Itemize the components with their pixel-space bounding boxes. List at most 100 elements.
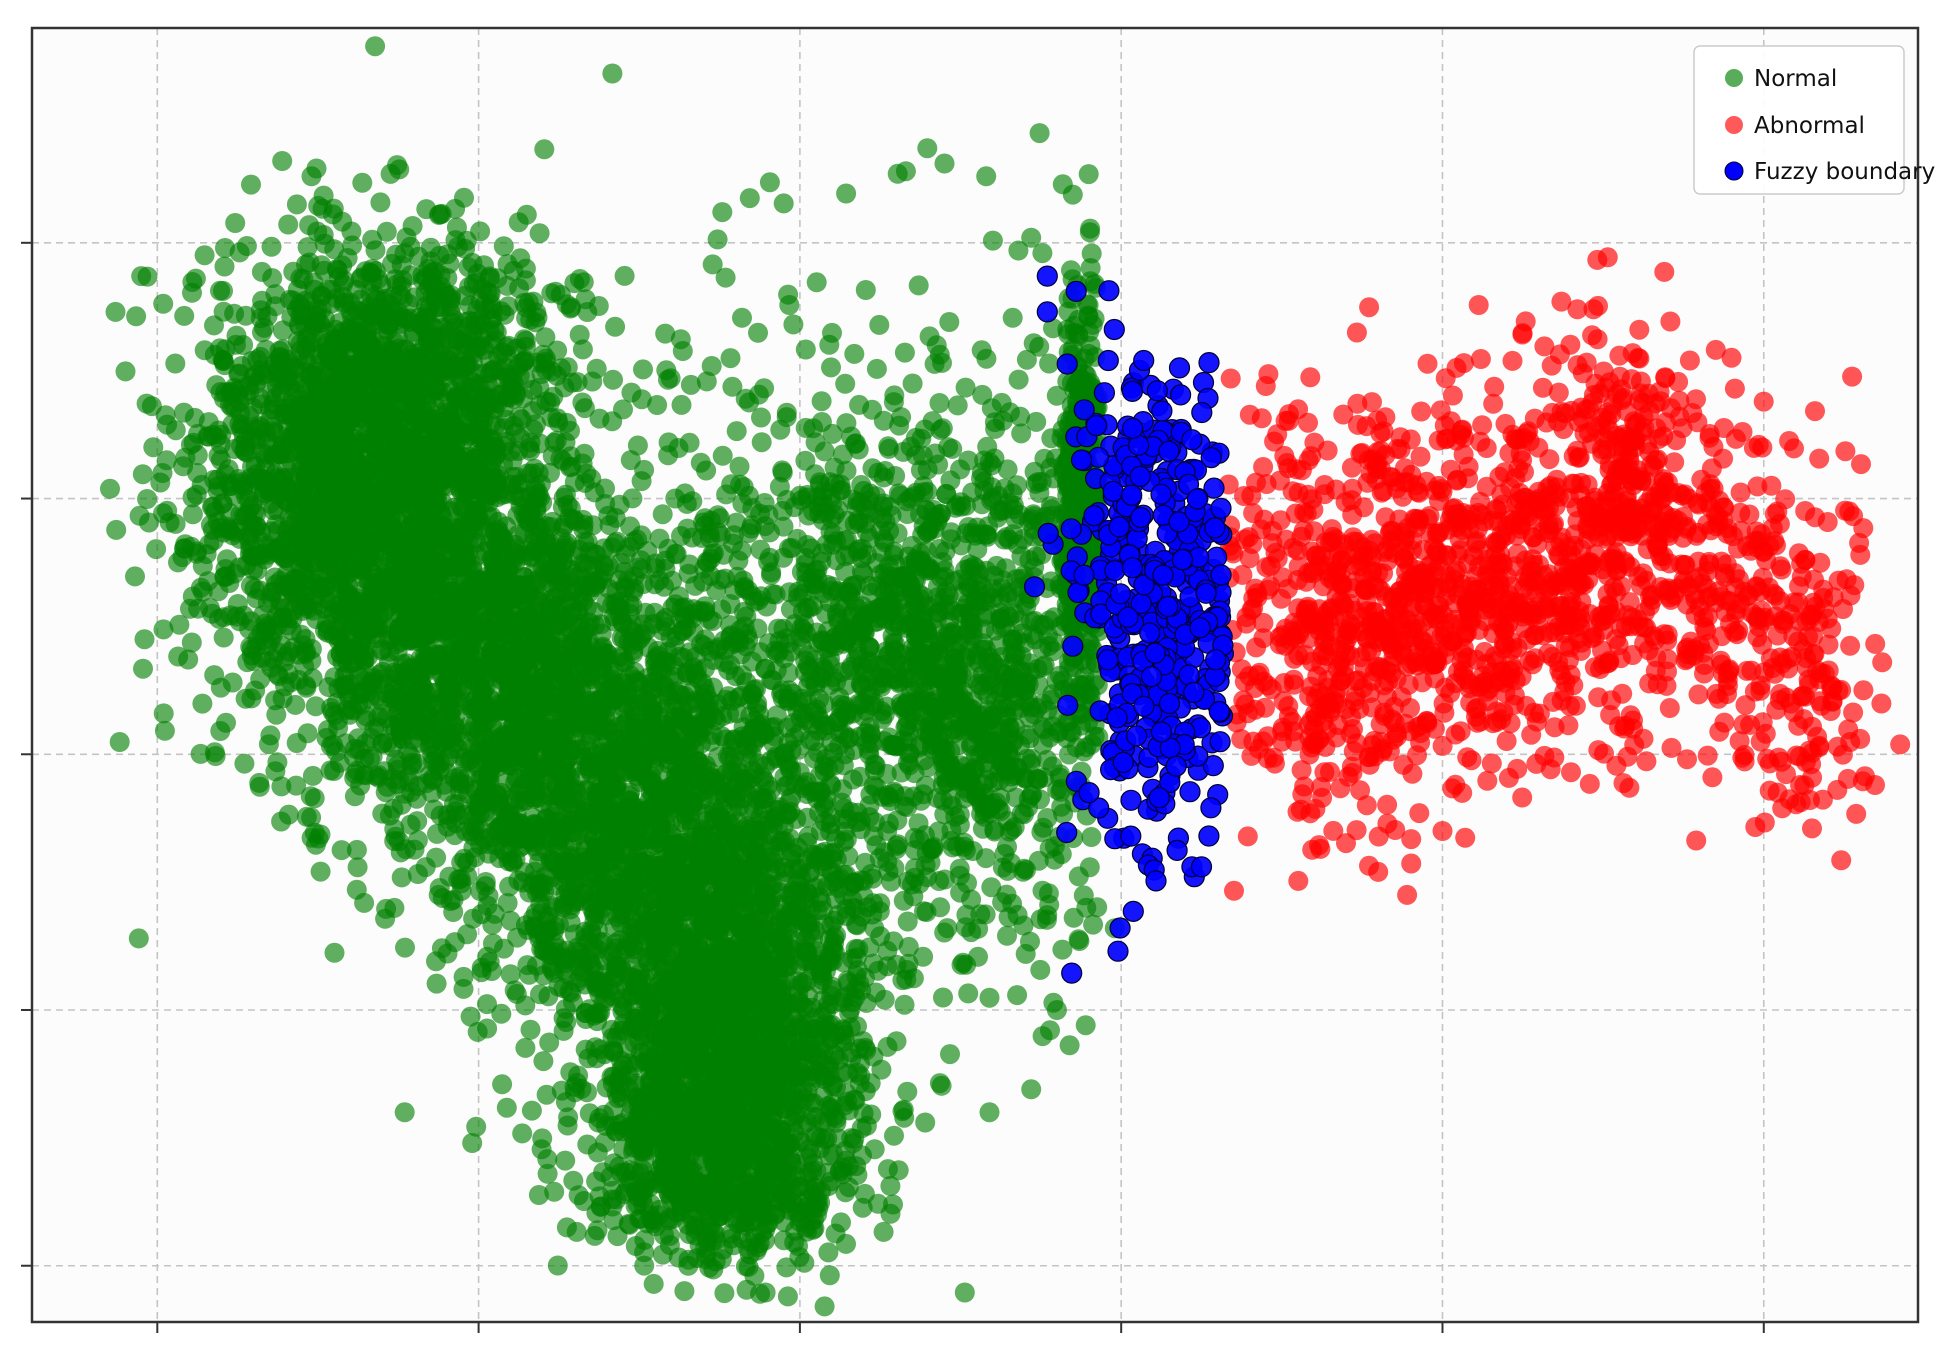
data-point <box>173 456 194 477</box>
data-point <box>132 464 153 485</box>
data-point <box>459 612 480 633</box>
data-point <box>933 987 953 1008</box>
data-point <box>320 760 341 781</box>
data-point <box>233 505 254 526</box>
data-point <box>174 305 195 326</box>
data-point <box>203 530 224 551</box>
data-point <box>137 489 158 509</box>
data-point <box>284 637 305 658</box>
data-point <box>224 439 245 459</box>
data-point <box>115 361 136 382</box>
data-point <box>897 1081 918 1102</box>
data-point <box>241 174 261 195</box>
data-point <box>272 545 293 566</box>
data-point <box>109 732 130 752</box>
data-point <box>491 1003 512 1024</box>
data-point <box>143 437 164 458</box>
data-point <box>555 883 576 904</box>
data-point <box>384 897 405 918</box>
data-point <box>214 256 235 277</box>
data-point <box>297 723 318 744</box>
data-point <box>266 704 287 725</box>
data-point <box>447 805 468 826</box>
data-point <box>476 601 497 622</box>
data-point <box>327 572 348 593</box>
data-point <box>563 1170 584 1191</box>
data-point <box>133 658 153 679</box>
data-point <box>722 738 742 758</box>
data-point <box>152 463 173 483</box>
data-point <box>438 763 458 784</box>
data-point <box>213 627 234 648</box>
data-points <box>100 36 1911 1317</box>
data-point <box>347 857 368 878</box>
data-point <box>182 504 203 525</box>
data-point <box>448 553 469 574</box>
data-point <box>500 615 521 636</box>
data-point <box>458 590 479 611</box>
data-point <box>497 893 518 913</box>
data-point <box>250 669 271 690</box>
data-point <box>338 601 359 622</box>
data-point <box>426 847 447 868</box>
data-point <box>213 301 234 322</box>
data-point <box>106 519 127 540</box>
data-point <box>141 396 162 417</box>
data-point <box>479 626 500 647</box>
data-point <box>354 892 375 913</box>
data-point <box>165 353 186 374</box>
data-point <box>210 677 231 698</box>
data-point <box>315 620 335 641</box>
data-point <box>547 1255 568 1276</box>
data-point <box>216 712 236 733</box>
data-point <box>249 772 270 793</box>
data-point <box>395 937 415 958</box>
data-point <box>520 1019 541 1040</box>
data-point <box>157 500 178 521</box>
data-point <box>260 725 281 746</box>
data-point <box>304 788 325 809</box>
data-point <box>154 720 175 741</box>
data-point <box>245 455 266 476</box>
data-point <box>302 515 323 536</box>
data-point <box>605 819 626 840</box>
data-point <box>470 881 491 901</box>
data-point <box>744 679 764 700</box>
data-point <box>633 916 654 937</box>
data-point <box>382 715 403 736</box>
data-point <box>216 566 237 587</box>
series-normal <box>100 36 1125 1317</box>
data-point <box>559 712 580 733</box>
data-point <box>954 1282 975 1303</box>
data-point <box>454 640 475 661</box>
data-point <box>526 688 547 709</box>
data-point <box>278 804 299 825</box>
data-point <box>631 471 652 492</box>
data-point <box>261 236 282 257</box>
data-point <box>379 587 400 607</box>
data-point <box>479 952 500 972</box>
data-point <box>342 641 362 662</box>
data-point <box>506 789 527 810</box>
data-point <box>521 1100 542 1121</box>
data-point <box>553 1020 574 1041</box>
data-point <box>437 943 458 964</box>
data-point <box>235 688 256 709</box>
data-point <box>153 619 174 640</box>
data-point <box>426 973 447 994</box>
data-point <box>302 765 323 786</box>
data-point <box>529 929 550 949</box>
data-point <box>533 1051 554 1072</box>
data-point <box>542 959 563 980</box>
data-point <box>226 325 247 346</box>
data-point <box>188 598 209 619</box>
data-point <box>649 528 670 549</box>
data-point <box>573 882 594 903</box>
data-point <box>225 213 246 233</box>
data-point <box>208 581 229 602</box>
data-point <box>441 700 462 721</box>
data-point <box>894 994 915 1015</box>
data-point <box>346 839 367 860</box>
data-point <box>181 632 202 653</box>
